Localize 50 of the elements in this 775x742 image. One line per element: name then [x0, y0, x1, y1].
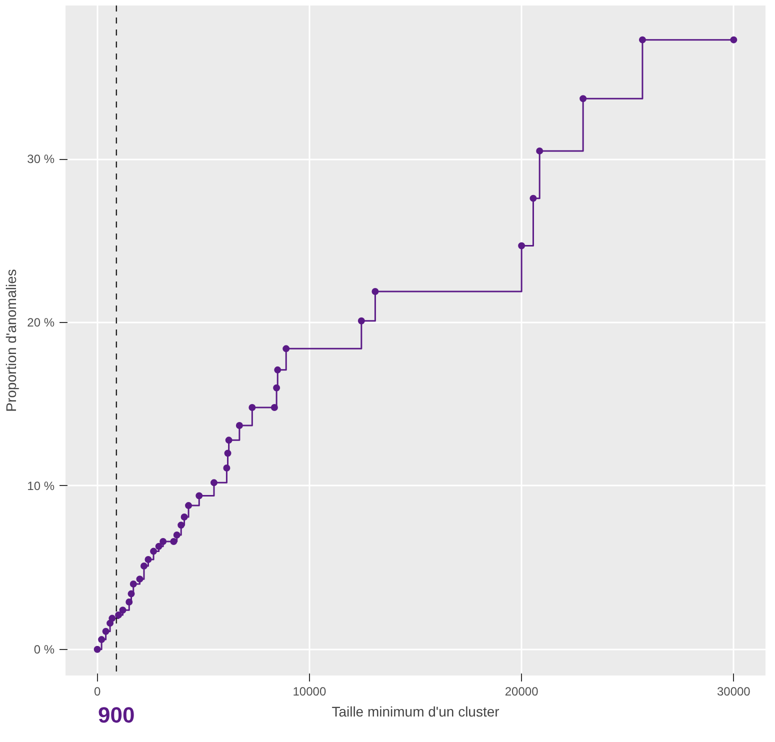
point: [536, 147, 544, 154]
point: [185, 502, 192, 510]
point: [282, 345, 290, 352]
point: [119, 606, 126, 614]
point: [530, 194, 537, 202]
point: [140, 562, 148, 570]
y-tick-label: 30 %: [27, 152, 55, 166]
point: [274, 366, 282, 374]
y-axis-title: Proportion d'anomalies: [3, 269, 20, 412]
point: [210, 479, 218, 486]
x-tick-label: 10000: [292, 684, 326, 698]
point: [102, 628, 110, 635]
x-tick-label: 30000: [716, 684, 751, 698]
point: [518, 242, 526, 250]
point: [248, 404, 256, 411]
x-tick-label: 20000: [504, 684, 539, 698]
x-axis-title: Taille minimum d'un cluster: [332, 704, 500, 720]
point: [196, 492, 203, 500]
point: [178, 522, 185, 529]
point: [126, 598, 133, 606]
point: [273, 384, 280, 392]
point: [270, 404, 278, 411]
point: [160, 538, 167, 545]
y-tick-label: 0 %: [34, 642, 55, 656]
point: [580, 95, 587, 102]
point: [638, 36, 646, 44]
point: [136, 576, 144, 583]
x-tick-label: 0: [94, 684, 101, 698]
point: [358, 317, 365, 324]
point: [236, 422, 243, 429]
point: [115, 612, 122, 619]
point: [180, 513, 188, 520]
point: [94, 646, 101, 653]
ref-line-label: 900: [98, 702, 135, 728]
point: [130, 580, 137, 588]
point: [128, 590, 135, 598]
point: [225, 436, 232, 444]
point: [173, 531, 180, 538]
point: [155, 542, 162, 550]
point: [144, 556, 152, 563]
point: [108, 614, 116, 622]
point: [170, 538, 178, 545]
y-tick-label: 10 %: [27, 478, 55, 493]
point: [150, 548, 158, 555]
point: [372, 288, 379, 295]
point: [98, 636, 106, 644]
y-tick-label: 20 %: [27, 316, 55, 330]
point: [223, 464, 230, 472]
point: [224, 450, 232, 457]
point: [730, 36, 738, 44]
